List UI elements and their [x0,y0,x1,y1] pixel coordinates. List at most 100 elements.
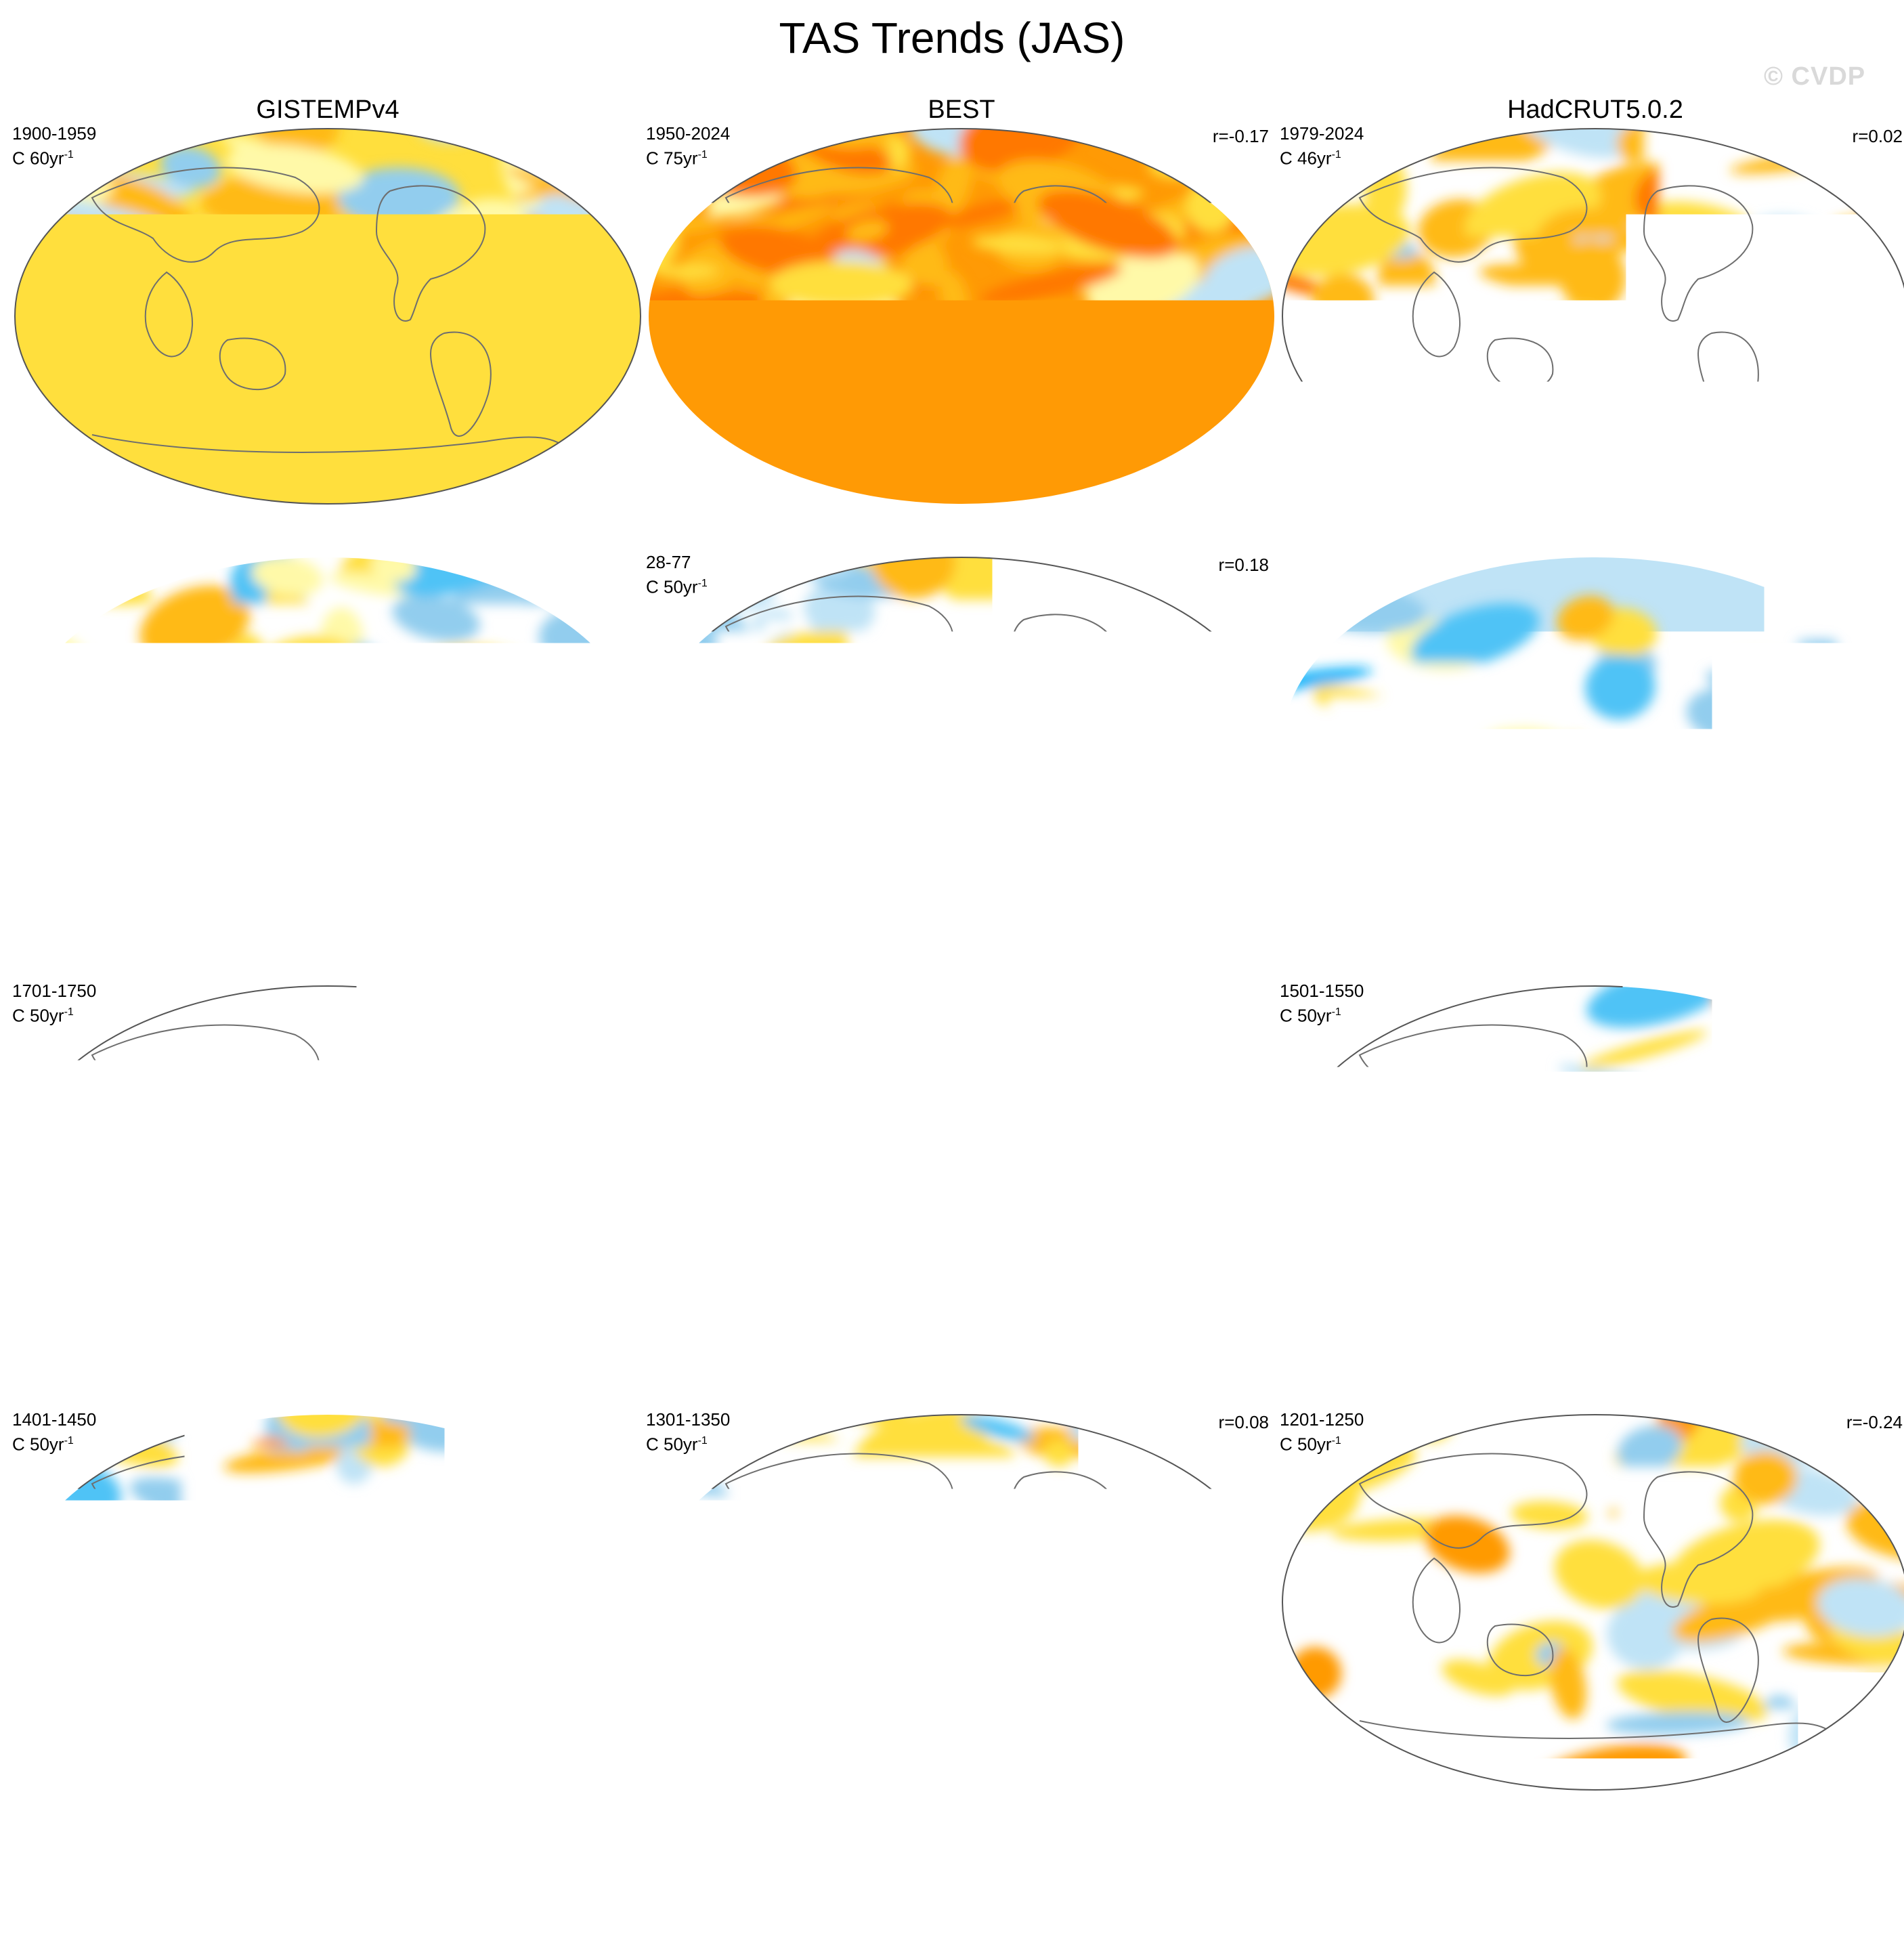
trend-blob [601,1428,645,1489]
trend-blob [588,590,645,622]
trend-blob [792,545,846,568]
colorbar: -6 -4 -2 -0.5 0 0.5 2 4 6 [0,1858,1904,1947]
trend-blob [647,1335,790,1359]
map-panel: CESM2 piControl E 1301-1350 C 50yr-1 r=0.08 [645,1381,1278,1814]
pattern-correlation: r=0.08 [1219,1412,1269,1432]
colorbar-segment [1477,1860,1543,1891]
trend-blob [1278,435,1320,504]
trend-blob [1062,116,1123,135]
trend-blob [42,1751,146,1793]
trend-blob [11,870,80,935]
trend-blob [1215,1436,1278,1497]
trend-blob [1155,545,1188,571]
trend-blob [1859,1010,1904,1082]
period-label: 1979-2024 [1280,123,1364,144]
trend-blob [519,920,592,935]
colorbar-segment [1215,1860,1281,1891]
units-label: C 50yr-1 [646,1431,708,1455]
period-label: 28-77 [646,552,691,572]
map-field [645,116,1278,507]
map-panel: CESM2 piControl C 1501-1550 C 50yr-1 r=0.07 [1278,952,1904,1386]
trend-blob [1821,1313,1904,1364]
trend-blob [1408,1403,1454,1442]
trend-blob [11,452,64,507]
colorbar-segment [1281,1860,1347,1891]
pattern-correlation: r=0.18 [1219,555,1269,575]
map-panel: CESM2 piControl B 1601-1650 C 50yr-1 r=0.06 [645,952,1278,1386]
map-field [11,1403,645,1793]
trend-blob [11,606,39,668]
trend-blob [1215,435,1278,490]
map-field [645,545,1278,935]
trend-blob [952,1191,999,1235]
map-panel: CESM2 piControl A 1701-1750 C 50yr-1 r=-0.1… [11,952,645,1386]
colorbar-label: -4 [544,1902,574,1940]
units-label: C 50yr-1 [1280,1002,1341,1026]
colorbar-label: 0.5 [1060,1902,1108,1940]
trend-blob [680,871,730,935]
trend-blob [64,1742,121,1767]
trend-blob [526,475,645,498]
units-label: C 75yr-1 [646,145,708,169]
colorbar-segment [1084,1860,1150,1891]
period-label: 1900-1959 [12,123,96,144]
trend-blob [654,179,721,199]
trend-blob [1278,895,1372,935]
colorbar-segment [1412,1860,1477,1891]
pattern-correlation: r=0.23 [585,555,635,575]
trend-blob [717,1741,767,1793]
trend-blob [1305,456,1368,505]
trend-blob [539,1754,584,1793]
units-label: C 50yr-1 [1280,1431,1341,1455]
colorbar-label: -0.5 [792,1902,850,1940]
period-label: 3-52 [12,552,47,572]
map-field [11,545,645,935]
map-field [11,974,645,1364]
trend-blob [1254,1671,1278,1730]
pattern-correlation: r=0.07 [1853,983,1903,1004]
trend-blob [11,179,84,198]
period-label: 1401-1450 [12,1409,96,1430]
trend-blob [514,907,558,935]
trend-blob [11,891,78,935]
colorbar-segment [1543,1860,1609,1891]
colorbar-segment [887,1860,953,1891]
units-label: C 50yr-1 [12,1002,74,1026]
map-panel: BEST 1950-2024 C 75yr-1 r=-0.17 [645,95,1278,528]
map-field [645,974,1278,1364]
trend-blob [1809,906,1847,932]
period-label: 1701-1750 [12,981,96,1001]
trend-blob [1278,1321,1386,1364]
colorbar-segment [756,1860,821,1891]
pattern-correlation: r=-0.15 [579,983,635,1004]
map-field [645,1403,1278,1793]
trend-blob [1876,1741,1904,1793]
colorbar-label: -6 [413,1902,443,1940]
trend-blob [1803,1762,1904,1791]
pattern-correlation: r=0.14 [585,1412,635,1432]
trend-blob [1798,1327,1904,1364]
trend-blob [11,890,81,935]
period-label: 1950-2024 [646,123,730,144]
pattern-correlation: r=-0.24 [1846,1412,1903,1432]
trend-blob [1836,1721,1904,1762]
trend-blob [797,1403,903,1419]
trend-blob [1779,889,1827,935]
trend-blob [645,1272,714,1336]
trend-blob [645,1730,758,1786]
units-label: C 60yr-1 [12,145,74,169]
trend-blob [11,1747,127,1793]
period-label: 1501-1550 [1280,981,1364,1001]
colorbar-segment [1150,1860,1215,1891]
map-panel: CESM2 piControl F 1201-1250 C 50yr-1 r=-0.2… [1278,1381,1904,1814]
colorbar-segment [297,1860,362,1891]
colorbar-segment [690,1860,756,1891]
map-panel: CESM3 BLT1850 245 3-52 C 50yr-1 r=0.23 [11,523,645,957]
trend-blob [1184,893,1255,935]
period-label: 1301-1350 [646,1409,730,1430]
map-panel: CESM3 BLT1850 234 31-80 C 50yr-1 r=0.14 [1278,523,1904,957]
map-field [1278,545,1904,935]
colorbar-segment [953,1860,1018,1891]
colorbar-segment [821,1860,887,1891]
units-label: C 50yr-1 [646,574,708,597]
